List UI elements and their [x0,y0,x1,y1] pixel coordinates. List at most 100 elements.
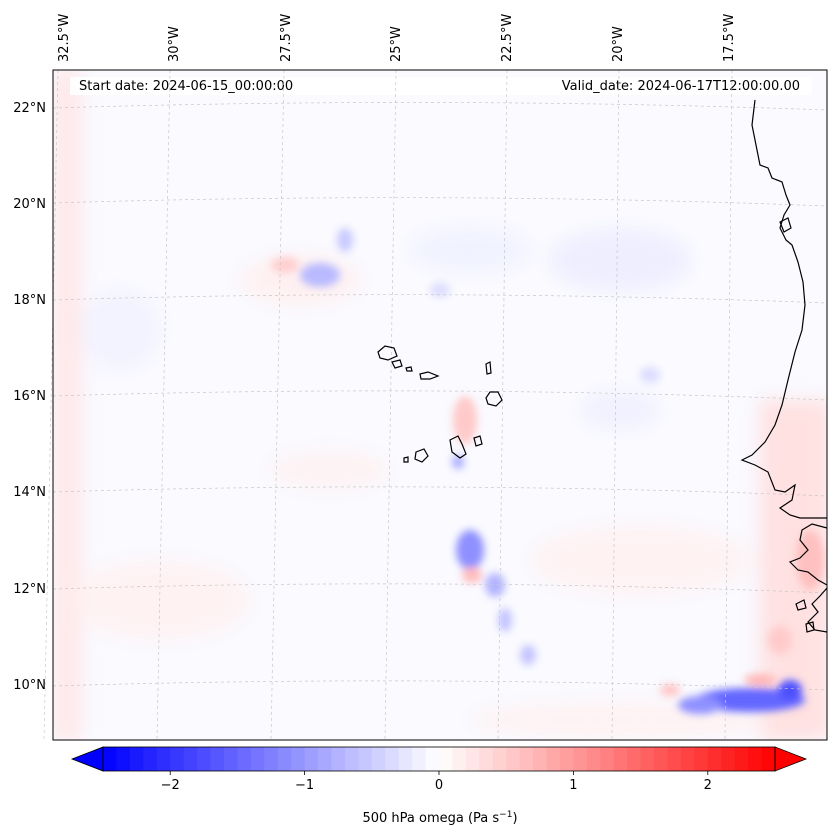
colorbar-swatch [210,747,225,771]
colorbar-swatch [533,747,548,771]
sao-vicente [391,359,403,369]
lon-label-32-5w: 32.5°W [57,14,72,62]
colorbar-swatch [465,747,480,771]
colorbar-swatch [600,747,615,771]
santiago [449,435,467,459]
colorbar-swatch [237,747,252,771]
boa-vista [485,391,503,407]
colorbar-swatch [103,747,118,771]
colorbar-swatch [519,747,534,771]
map-panel: Start date: 2024-06-15_00:00:00 Valid_da… [43,69,828,741]
parallel-18n [52,294,828,304]
lon-label-17-5w: 17.5°W [722,14,737,62]
colorbar-swatch [344,747,359,771]
colorbar-swatch [143,747,158,771]
colorbar-swatch [613,747,628,771]
guinea-bissau-coast [788,523,828,586]
colorbar: −2 −1 0 1 2 500 hPa omega (Pa s−1) [70,746,808,826]
colorbar-swatches [103,747,776,771]
map-frame [52,69,828,741]
colorbar-swatch [412,747,427,771]
colorbar-tick-label: 2 [704,778,712,793]
meridian-20w [611,69,620,741]
colorbar-swatch [331,747,346,771]
meridian-32-5w [43,69,59,741]
colorbar-swatch [680,747,695,771]
lat-label-12n: 12°N [13,582,46,597]
brava [403,456,409,463]
lat-label-20n: 20°N [13,197,46,212]
africa-coastline [740,99,827,519]
colorbar-label-exponent: −1 [499,810,512,820]
colorbar-swatch [640,747,655,771]
lat-label-10n: 10°N [13,678,46,693]
colorbar-ticks: −2 −1 0 1 2 [161,771,712,793]
fogo [414,448,429,463]
longitude-labels: 32.5°W 30°W 27.5°W 25°W 22.5°W 20°W 17.5… [57,14,737,62]
colorbar-swatch [439,747,454,771]
lon-label-30w: 30°W [167,26,182,62]
colorbar-swatch [264,747,279,771]
senegal-river-mouth [779,217,792,233]
colorbar-swatch [479,747,494,771]
colorbar-tick-label: −2 [161,778,180,793]
parallel-10n [52,680,828,691]
colorbar-swatch [277,747,292,771]
santo-antao [377,345,398,361]
latitude-labels: 22°N 20°N 18°N 16°N 14°N 12°N 10°N [13,101,46,693]
colorbar-swatch [707,747,722,771]
colorbar-swatch [291,747,306,771]
colorbar-tick-label: 0 [435,778,443,793]
colorbar-swatch [197,747,212,771]
meridian-17-5w [724,69,733,741]
colorbar-swatch [250,747,265,771]
colorbar-swatch [761,747,776,771]
colorbar-swatch [694,747,709,771]
colorbar-swatch [358,747,373,771]
lon-label-22-5w: 22.5°W [500,14,515,62]
colorbar-swatch [170,747,185,771]
loos-island [805,621,815,633]
colorbar-low-extend [70,746,104,772]
colorbar-swatch [183,747,198,771]
colorbar-high-extend [774,746,808,772]
gridlines [43,69,828,741]
colorbar-swatch [318,747,333,771]
sal [485,361,492,375]
colorbar-label-end: ) [512,811,517,826]
meridian-30w [156,69,171,741]
colorbar-tick-label: −1 [295,778,314,793]
colorbar-swatch [116,747,131,771]
lon-label-20w: 20°W [611,26,626,62]
parallel-16n [52,390,828,401]
maio [473,435,483,447]
lon-label-27-5w: 27.5°W [279,14,294,62]
lat-label-18n: 18°N [13,293,46,308]
parallel-20n [52,197,828,207]
lat-label-14n: 14°N [13,485,46,500]
colorbar-swatch [385,747,400,771]
colorbar-swatch [721,747,736,771]
lon-label-25w: 25°W [389,26,404,62]
bijagos-island [795,599,807,611]
colorbar-swatch [627,747,642,771]
lat-label-16n: 16°N [13,389,46,404]
colorbar-swatch [425,747,440,771]
colorbar-swatch [452,747,467,771]
colorbar-swatch [559,747,574,771]
colorbar-swatch [398,747,413,771]
colorbar-swatch [546,747,561,771]
colorbar-swatch [667,747,682,771]
omega-features [271,228,824,714]
meridian-27-5w [270,69,285,741]
valid-date-label: Valid_date: 2024-06-17T12:00:00.00 [562,79,800,94]
colorbar-swatch [129,747,144,771]
colorbar-swatch [304,747,319,771]
start-date-label: Start date: 2024-06-15_00:00:00 [79,79,293,94]
colorbar-swatch [223,747,238,771]
colorbar-swatch [586,747,601,771]
colorbar-swatch [156,747,171,771]
meridian-22-5w [497,69,508,741]
sao-nicolau [419,371,440,380]
